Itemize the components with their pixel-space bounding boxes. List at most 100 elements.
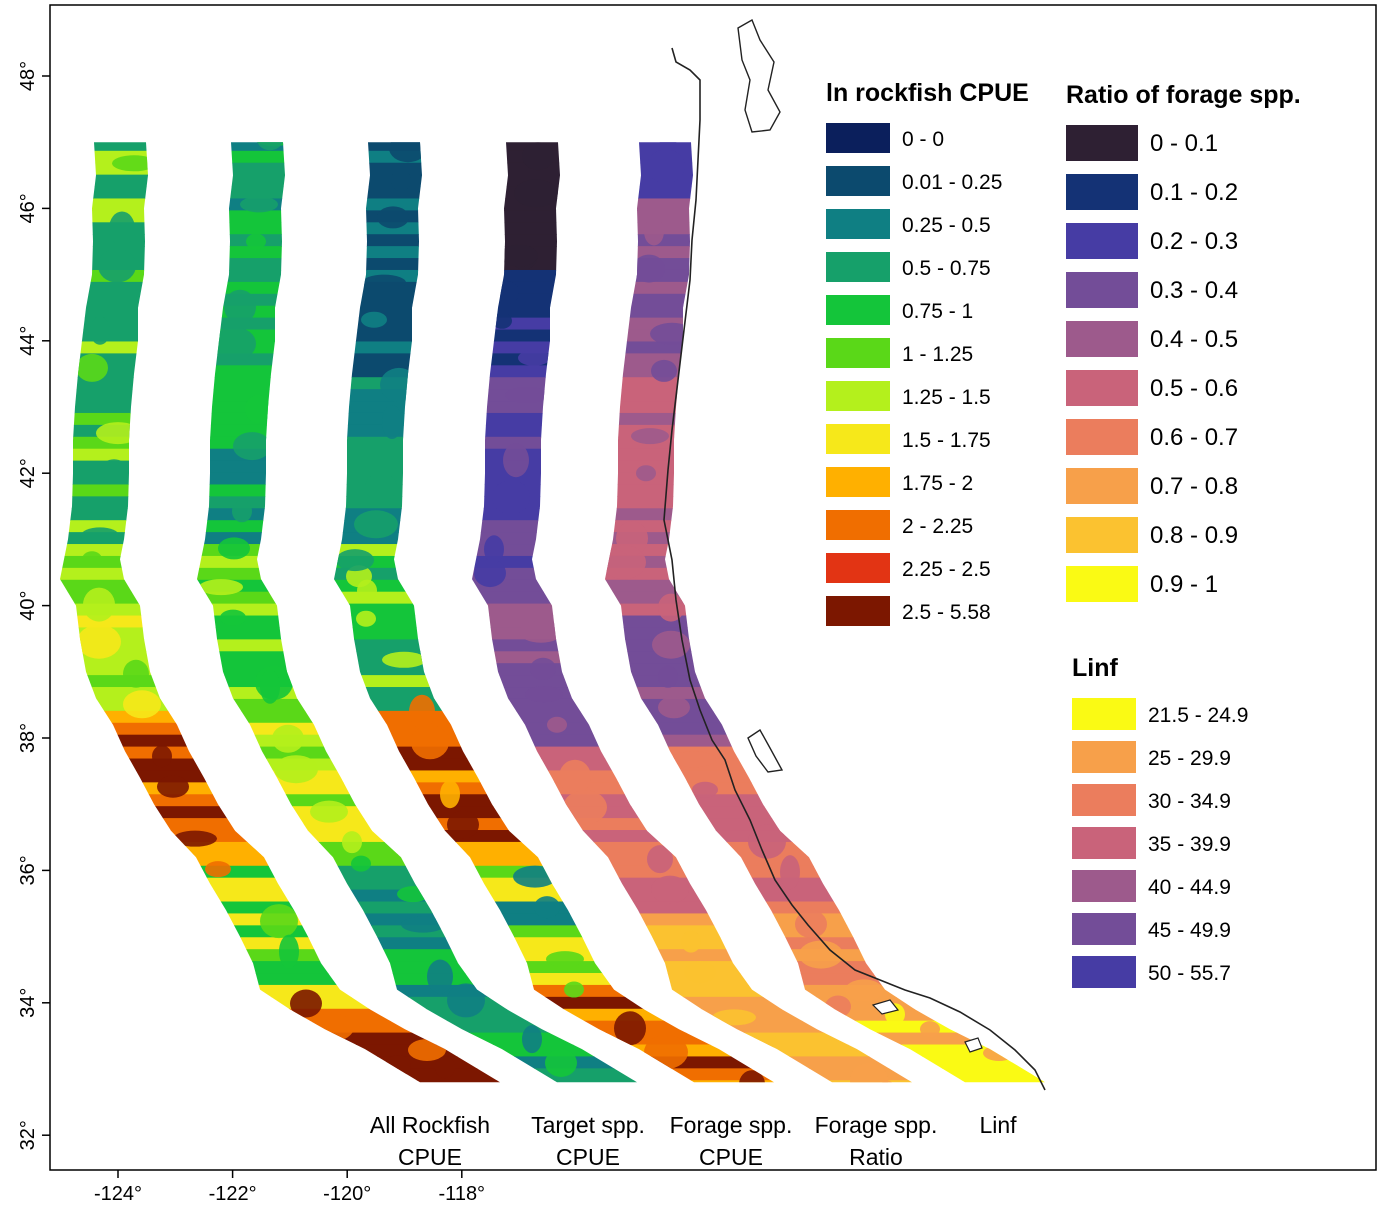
band-patch — [83, 587, 115, 622]
band-patch — [647, 845, 673, 874]
band-patch — [631, 428, 669, 445]
legend-cpue-label: 1.5 - 1.75 — [902, 429, 991, 452]
band-patch — [246, 233, 266, 250]
legend-cpue-label: 2.25 - 2.5 — [902, 558, 991, 581]
band-patch — [614, 1011, 646, 1046]
band-patch — [503, 443, 529, 478]
band-patch — [534, 896, 560, 919]
band-patch — [260, 669, 280, 704]
panel-label-line1: Linf — [979, 1112, 1017, 1138]
legend-cpue-label: 0.01 - 0.25 — [902, 171, 1002, 194]
band-patch — [525, 686, 563, 703]
band-patch — [152, 745, 172, 768]
legend-linf-swatch — [1072, 913, 1136, 945]
legend-ratio-label: 0.6 - 0.7 — [1150, 424, 1238, 451]
band-patch — [290, 989, 322, 1018]
band-patch — [681, 930, 701, 953]
legend-ratio-label: 0.7 - 0.8 — [1150, 473, 1238, 500]
legend-linf-label: 50 - 55.7 — [1148, 962, 1231, 985]
panel-label-line1: Forage spp. — [670, 1112, 793, 1138]
band-patch — [492, 312, 512, 329]
band-patch — [427, 959, 453, 994]
legend-cpue-swatch — [826, 381, 890, 411]
panel-label-line2: CPUE — [699, 1144, 763, 1170]
y-tick-label: 34° — [17, 988, 39, 1018]
band-patch — [199, 579, 243, 596]
axis-ticks: -124° -122° -120° -118° 48° 46° 44° 42° 40° 38° 36… — [17, 61, 485, 1205]
legend-ratio-label: 0.8 - 0.9 — [1150, 522, 1238, 549]
legend-ratio-swatch — [1066, 517, 1138, 553]
band-patch — [651, 359, 677, 382]
band-patch — [484, 535, 504, 564]
legend-cpue-swatch — [826, 510, 890, 540]
band-patch — [530, 657, 556, 680]
band-patch — [82, 551, 102, 568]
band-patch — [636, 465, 656, 482]
legend-linf-label: 45 - 49.9 — [1148, 919, 1231, 942]
y-tick-label: 32° — [17, 1120, 39, 1150]
legend-ratio-swatch — [1066, 370, 1138, 406]
band-patch — [310, 800, 348, 823]
legend-ratio-label: 0.3 - 0.4 — [1150, 277, 1238, 304]
legend-linf-swatch — [1072, 741, 1136, 773]
legend-ratio-label: 0.1 - 0.2 — [1150, 179, 1238, 206]
legend-linf-swatch — [1072, 827, 1136, 859]
band-patch — [545, 1049, 577, 1077]
legend-ratio-swatch — [1066, 321, 1138, 357]
band-patch — [240, 196, 278, 213]
band-patch — [356, 610, 376, 627]
band-patch — [123, 690, 161, 719]
band-patch — [559, 759, 591, 794]
band-patch — [279, 934, 299, 969]
y-tick-label: 44° — [17, 326, 39, 356]
legend-ratio-label: 0.5 - 0.6 — [1150, 375, 1238, 402]
legend-linf-swatch — [1072, 956, 1136, 988]
band-patch — [377, 206, 409, 229]
band-patch — [342, 831, 362, 854]
legend-cpue-swatch — [826, 553, 890, 583]
y-tick-label: 38° — [17, 723, 39, 753]
legend-ratio-swatch — [1066, 468, 1138, 504]
panel-label-line2: Ratio — [849, 1144, 903, 1170]
legend-cpue-label: 0.25 - 0.5 — [902, 214, 991, 237]
x-tick-label: -122° — [209, 1183, 257, 1205]
band-patch — [799, 940, 843, 969]
legend-cpue-label: 2.5 - 5.58 — [902, 601, 991, 624]
band-patch — [748, 824, 786, 859]
legend-cpue-swatch — [826, 166, 890, 196]
x-tick-label: -124° — [94, 1183, 142, 1205]
band-patch — [519, 620, 563, 643]
legend-cpue-swatch — [826, 295, 890, 325]
band-patch — [232, 500, 252, 523]
band-patch — [658, 665, 678, 688]
band-patch — [547, 716, 567, 733]
legend-cpue-swatch — [826, 467, 890, 497]
band-patch — [272, 724, 304, 753]
legend-cpue-swatch — [826, 338, 890, 368]
legend-cpue-label: 0.75 - 1 — [902, 300, 973, 323]
band-patch — [739, 1070, 765, 1083]
panel-label-line2: CPUE — [398, 1144, 462, 1170]
band-patch — [123, 659, 149, 688]
panel-label-line1: Forage spp. — [815, 1112, 938, 1138]
panel-label-line1: Target spp. — [531, 1112, 645, 1138]
band-patch — [518, 349, 550, 366]
legend-cpue-label: 0 - 0 — [902, 128, 944, 151]
band-patch — [409, 694, 435, 729]
legend-linf-title: Linf — [1072, 654, 1118, 682]
band-patch — [257, 142, 283, 151]
band-patch — [795, 910, 827, 939]
legend-linf-swatch — [1072, 870, 1136, 902]
band-patch — [101, 459, 127, 482]
band-patch — [362, 274, 406, 291]
legend-linf-label: 35 - 39.9 — [1148, 833, 1231, 856]
island-outline — [964, 1037, 983, 1053]
band-patch — [850, 1063, 888, 1083]
band-patch — [411, 725, 449, 760]
puget-sound-outline — [737, 18, 781, 133]
band-patch — [96, 422, 140, 445]
band-patch — [212, 326, 256, 361]
band-patch — [474, 559, 506, 588]
panel-labels: All Rockfish CPUE Target spp. CPUE Forage sp… — [370, 1112, 1017, 1170]
band-patch — [173, 830, 217, 847]
